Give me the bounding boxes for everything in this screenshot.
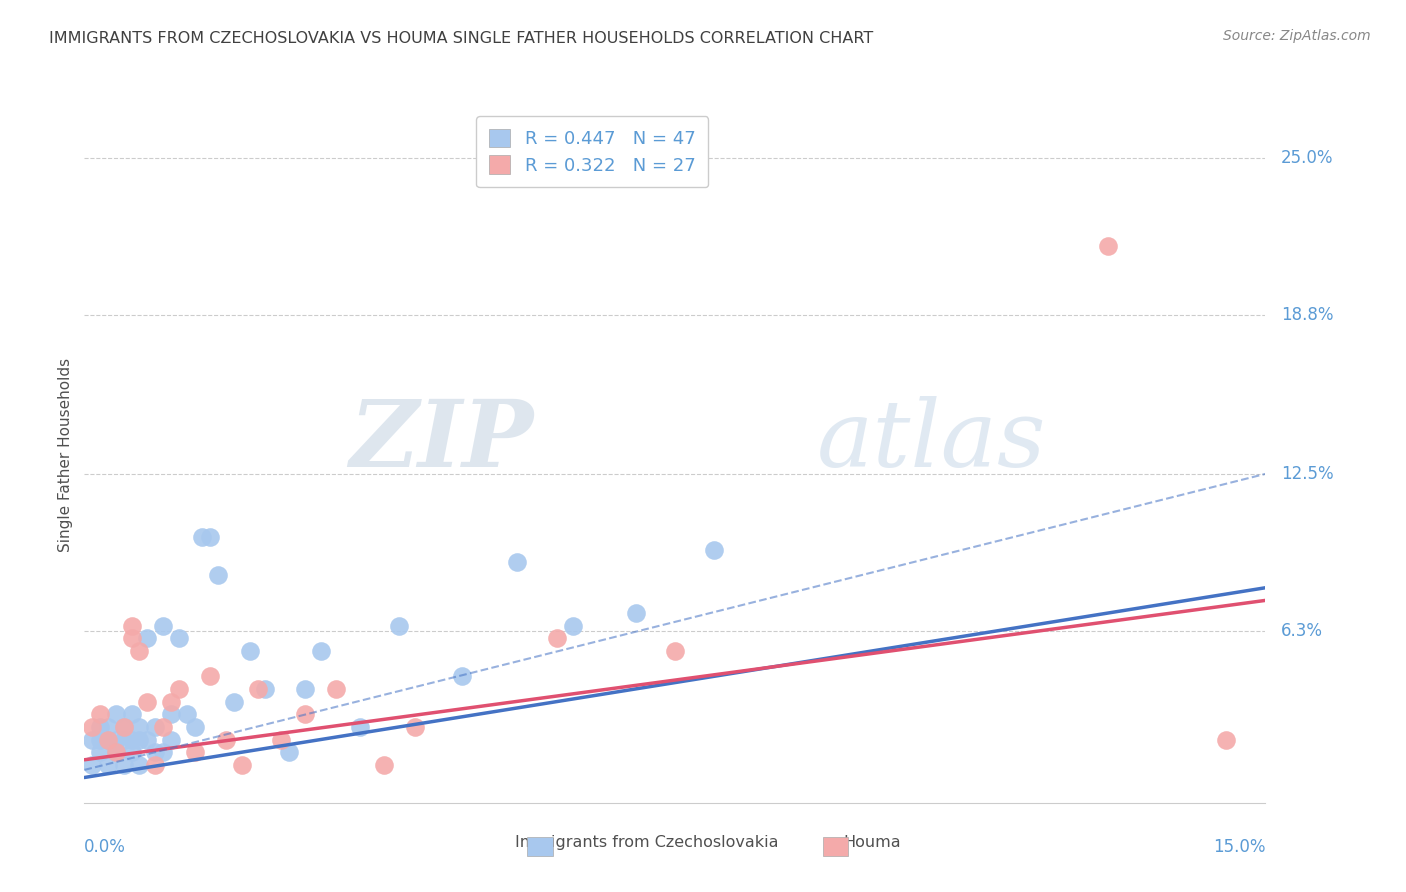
Point	[97, 757, 120, 772]
Point	[309, 644, 332, 658]
Point	[112, 720, 135, 734]
Point	[104, 732, 127, 747]
Text: Source: ZipAtlas.com: Source: ZipAtlas.com	[1223, 29, 1371, 43]
Point	[246, 681, 269, 696]
Point	[325, 681, 347, 696]
Point	[200, 669, 222, 683]
Point	[143, 757, 166, 772]
Point	[191, 530, 214, 544]
Point	[128, 757, 150, 772]
Text: 0.0%: 0.0%	[84, 838, 127, 856]
Point	[97, 732, 120, 747]
Point	[128, 732, 150, 747]
Point	[183, 745, 205, 759]
Point	[121, 745, 143, 759]
Point	[89, 720, 111, 734]
Point	[167, 681, 190, 696]
Point	[136, 732, 159, 747]
Point	[89, 745, 111, 759]
Point	[136, 632, 159, 646]
Point	[152, 745, 174, 759]
Point	[82, 732, 104, 747]
Point	[270, 732, 292, 747]
Point	[664, 644, 686, 658]
Point	[231, 757, 253, 772]
Point	[506, 556, 529, 570]
Point	[349, 720, 371, 734]
Point	[294, 681, 316, 696]
Point	[207, 568, 229, 582]
Point	[97, 732, 120, 747]
Point	[121, 707, 143, 722]
Point	[121, 632, 143, 646]
Text: 18.8%: 18.8%	[1281, 305, 1334, 324]
Text: atlas: atlas	[817, 396, 1046, 486]
Y-axis label: Single Father Households: Single Father Households	[58, 358, 73, 552]
Point	[160, 732, 183, 747]
Point	[183, 720, 205, 734]
Point	[546, 632, 568, 646]
Point	[703, 542, 725, 557]
Legend: R = 0.447   N = 47, R = 0.322   N = 27: R = 0.447 N = 47, R = 0.322 N = 27	[477, 116, 709, 187]
Point	[160, 695, 183, 709]
Point	[167, 632, 190, 646]
Point	[104, 745, 127, 759]
Point	[136, 695, 159, 709]
Point	[112, 757, 135, 772]
Text: 25.0%: 25.0%	[1281, 149, 1334, 167]
Point	[97, 720, 120, 734]
Point	[222, 695, 245, 709]
Text: IMMIGRANTS FROM CZECHOSLOVAKIA VS HOUMA SINGLE FATHER HOUSEHOLDS CORRELATION CHA: IMMIGRANTS FROM CZECHOSLOVAKIA VS HOUMA …	[49, 31, 873, 46]
Point	[152, 618, 174, 632]
Point	[82, 720, 104, 734]
Point	[128, 720, 150, 734]
Point	[215, 732, 238, 747]
Point	[143, 720, 166, 734]
Text: ZIP: ZIP	[349, 396, 533, 486]
Point	[1215, 732, 1237, 747]
Point	[239, 644, 262, 658]
Point	[143, 745, 166, 759]
Point	[89, 707, 111, 722]
Point	[112, 732, 135, 747]
Point	[451, 669, 474, 683]
Point	[373, 757, 395, 772]
Point	[112, 720, 135, 734]
Point	[200, 530, 222, 544]
Point	[254, 681, 277, 696]
Text: Houma: Houma	[844, 836, 900, 850]
Point	[152, 720, 174, 734]
Text: 6.3%: 6.3%	[1281, 622, 1323, 640]
Point	[104, 707, 127, 722]
Point	[404, 720, 426, 734]
Point	[128, 644, 150, 658]
Text: Immigrants from Czechoslovakia: Immigrants from Czechoslovakia	[515, 836, 779, 850]
Point	[624, 606, 647, 620]
Point	[176, 707, 198, 722]
Text: 15.0%: 15.0%	[1213, 838, 1265, 856]
Point	[278, 745, 301, 759]
Point	[1097, 239, 1119, 253]
Point	[121, 732, 143, 747]
Point	[89, 732, 111, 747]
Point	[160, 707, 183, 722]
Point	[294, 707, 316, 722]
Point	[121, 618, 143, 632]
Point	[388, 618, 411, 632]
Text: 12.5%: 12.5%	[1281, 465, 1334, 483]
Point	[82, 757, 104, 772]
Point	[104, 745, 127, 759]
Point	[561, 618, 583, 632]
